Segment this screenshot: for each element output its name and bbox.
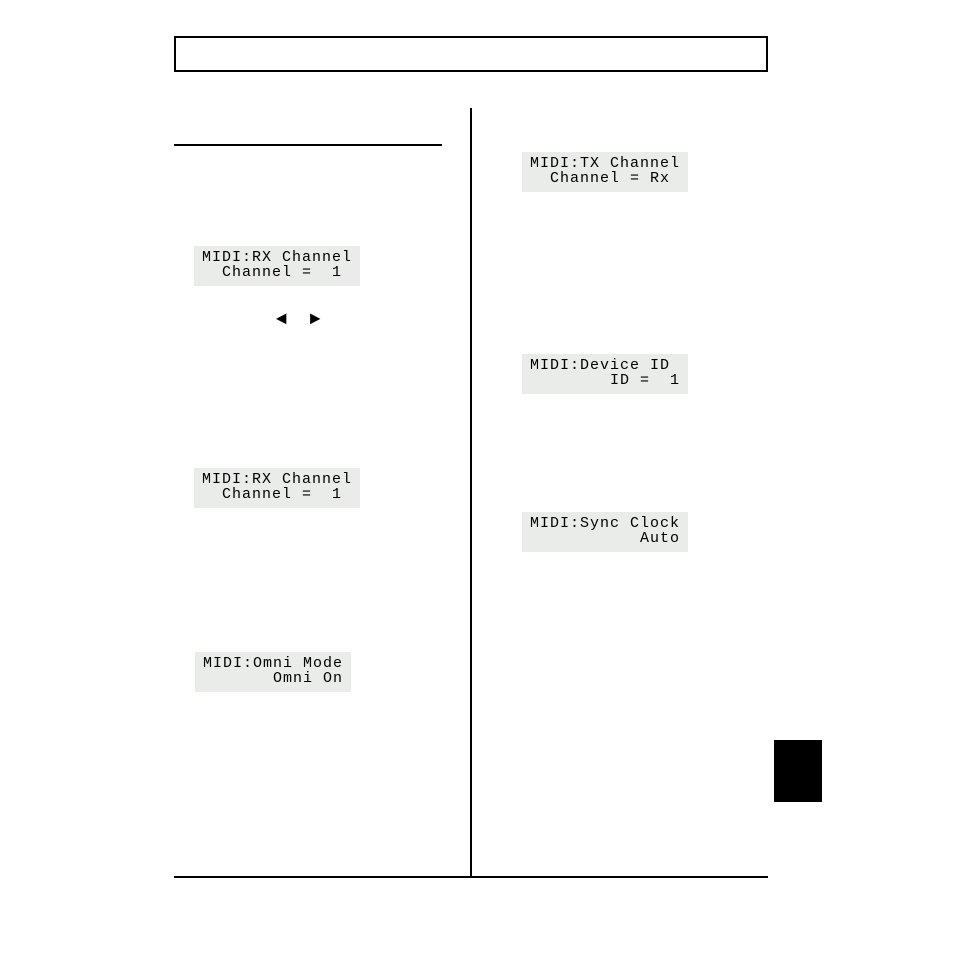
lcd-rx-channel-2: MIDI:RX Channel Channel = 1 [194,468,360,508]
lcd-tx-channel: MIDI:TX Channel Channel = Rx [522,152,688,192]
lcd-line: Channel = 1 [202,264,342,281]
lcd-line: Channel = 1 [202,486,342,503]
section-header-rule [174,144,442,146]
page-edge-tab [774,740,822,802]
lcd-line: Channel = Rx [530,170,670,187]
lcd-sync-clock: MIDI:Sync Clock Auto [522,512,688,552]
lcd-line: ID = 1 [530,372,680,389]
footer-rule [174,876,768,878]
lcd-line: Auto [530,530,680,547]
column-divider [470,108,472,878]
lcd-line: Omni On [203,670,343,687]
lcd-rx-channel-1: MIDI:RX Channel Channel = 1 [194,246,360,286]
lcd-device-id: MIDI:Device ID ID = 1 [522,354,688,394]
content-columns: MIDI:RX Channel Channel = 1 ◄ ► MIDI:RX … [174,108,768,878]
top-header-box [174,36,768,72]
nav-arrows-icon: ◄ ► [276,310,326,330]
lcd-omni-mode: MIDI:Omni Mode Omni On [195,652,351,692]
